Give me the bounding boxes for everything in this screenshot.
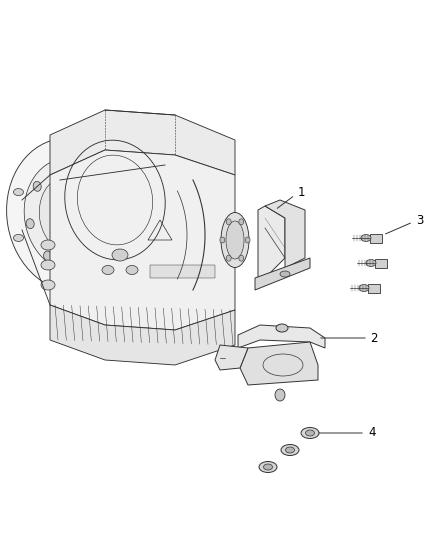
Ellipse shape xyxy=(305,430,314,436)
Ellipse shape xyxy=(220,237,225,243)
Polygon shape xyxy=(255,258,310,290)
Ellipse shape xyxy=(7,138,138,292)
Ellipse shape xyxy=(259,462,277,472)
Ellipse shape xyxy=(44,251,52,261)
Polygon shape xyxy=(375,259,387,268)
Polygon shape xyxy=(258,206,285,278)
Ellipse shape xyxy=(120,234,131,242)
Ellipse shape xyxy=(281,445,299,456)
Ellipse shape xyxy=(239,219,244,225)
Ellipse shape xyxy=(102,265,114,274)
Ellipse shape xyxy=(226,221,244,259)
Ellipse shape xyxy=(276,324,288,332)
Ellipse shape xyxy=(60,161,69,171)
Ellipse shape xyxy=(112,249,128,261)
Ellipse shape xyxy=(26,219,34,229)
Polygon shape xyxy=(265,200,305,268)
Ellipse shape xyxy=(275,389,285,401)
Ellipse shape xyxy=(24,158,120,272)
Ellipse shape xyxy=(359,285,369,292)
Ellipse shape xyxy=(226,219,231,225)
Ellipse shape xyxy=(286,447,294,453)
Ellipse shape xyxy=(41,260,55,270)
Ellipse shape xyxy=(245,237,250,243)
Ellipse shape xyxy=(103,239,111,249)
Ellipse shape xyxy=(226,255,231,261)
Ellipse shape xyxy=(264,464,272,470)
Ellipse shape xyxy=(120,188,131,196)
Ellipse shape xyxy=(239,255,244,261)
Ellipse shape xyxy=(41,280,55,290)
Ellipse shape xyxy=(14,235,24,241)
Ellipse shape xyxy=(41,240,55,250)
Ellipse shape xyxy=(280,271,290,277)
Ellipse shape xyxy=(92,169,100,179)
Polygon shape xyxy=(50,150,235,330)
Ellipse shape xyxy=(361,235,371,241)
Text: 2: 2 xyxy=(370,332,378,344)
Ellipse shape xyxy=(366,260,376,266)
Ellipse shape xyxy=(39,175,105,255)
Text: 1: 1 xyxy=(298,185,305,198)
Polygon shape xyxy=(238,325,325,348)
Polygon shape xyxy=(215,345,248,370)
Text: 3: 3 xyxy=(416,214,424,227)
Polygon shape xyxy=(50,110,235,175)
Text: 4: 4 xyxy=(368,426,375,440)
Ellipse shape xyxy=(14,189,24,196)
Polygon shape xyxy=(240,342,318,385)
Ellipse shape xyxy=(110,201,118,211)
Polygon shape xyxy=(50,305,235,365)
Ellipse shape xyxy=(301,427,319,439)
Polygon shape xyxy=(368,284,380,293)
Ellipse shape xyxy=(221,213,249,268)
Ellipse shape xyxy=(126,265,138,274)
Ellipse shape xyxy=(33,181,41,191)
Ellipse shape xyxy=(75,259,83,269)
Ellipse shape xyxy=(54,194,90,236)
Polygon shape xyxy=(150,265,215,278)
Polygon shape xyxy=(370,233,382,243)
